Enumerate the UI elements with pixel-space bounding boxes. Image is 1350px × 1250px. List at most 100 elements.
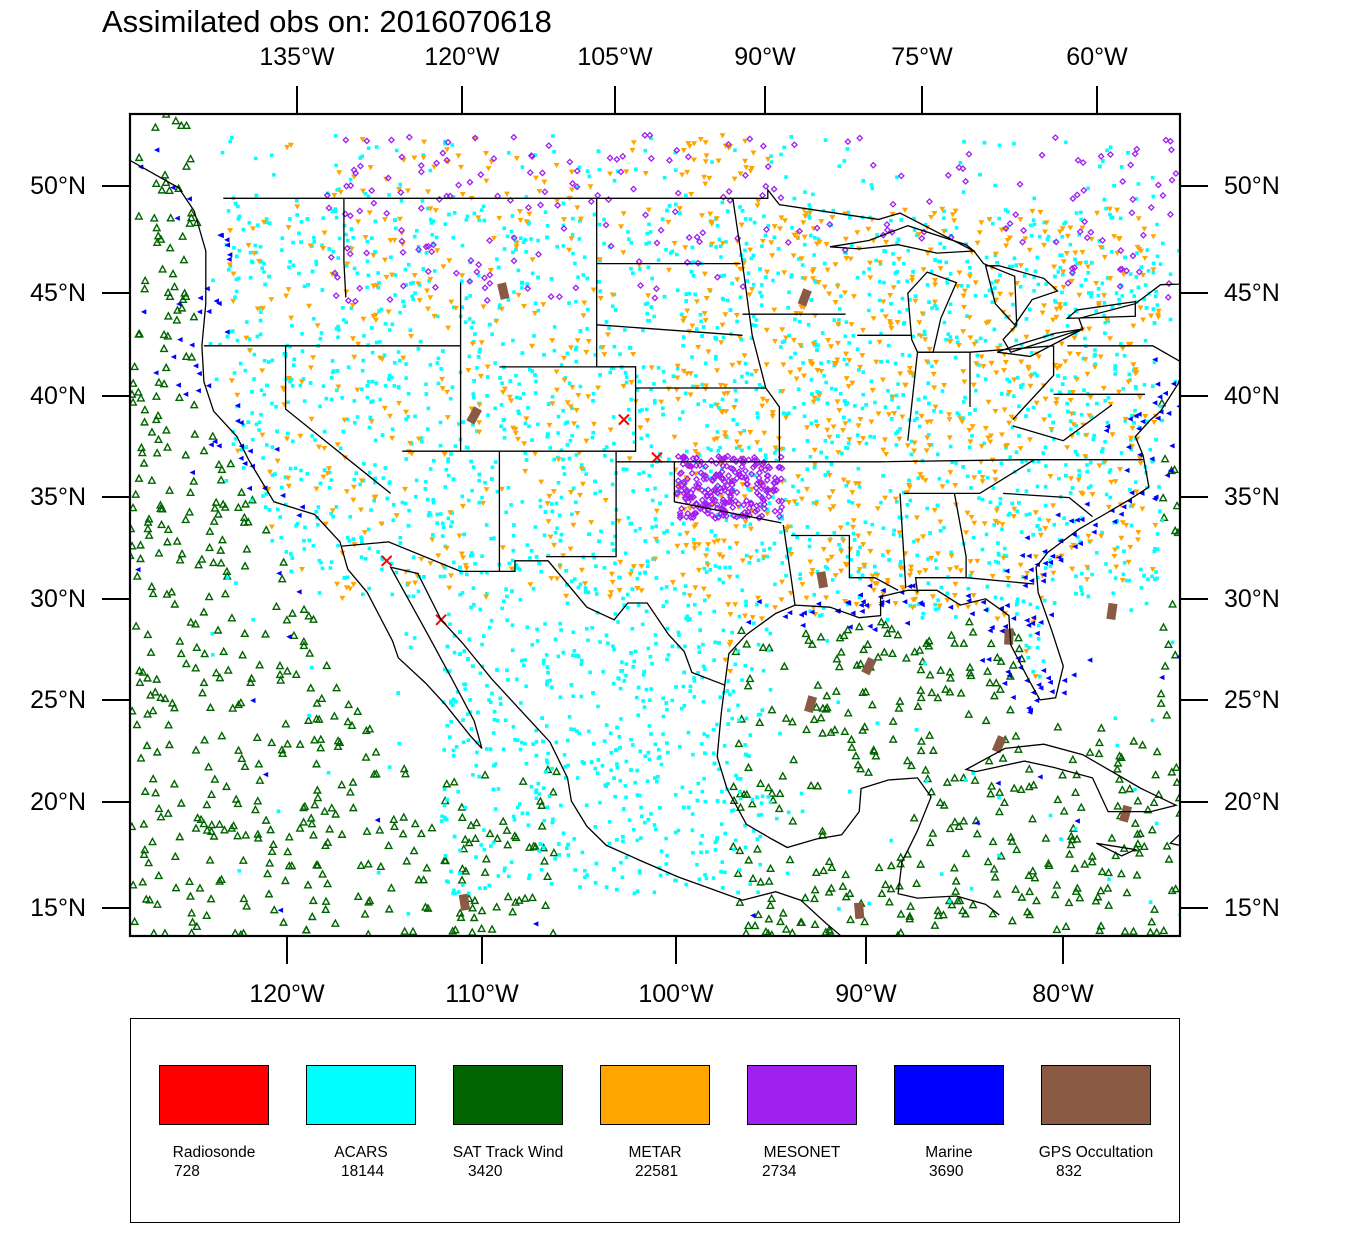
triangle-up-obs-marker — [987, 781, 997, 790]
square-dot-obs-marker — [629, 768, 633, 772]
triangle-up-obs-marker — [265, 858, 275, 867]
square-dot-obs-marker — [775, 816, 779, 821]
square-dot-obs-marker — [459, 279, 464, 284]
square-dot-obs-marker — [360, 154, 365, 159]
square-dot-obs-marker — [710, 160, 714, 164]
triangle-up-obs-marker — [1131, 843, 1141, 852]
square-dot-obs-marker — [703, 598, 707, 603]
square-dot-obs-marker — [569, 683, 574, 687]
square-dot-obs-marker — [772, 235, 777, 240]
square-dot-obs-marker — [845, 554, 850, 559]
square-dot-obs-marker — [428, 467, 433, 471]
triangle-down-obs-marker — [653, 508, 660, 514]
square-dot-obs-marker — [1027, 468, 1031, 473]
triangle-down-obs-marker — [883, 239, 890, 246]
square-dot-obs-marker — [273, 472, 277, 476]
triangle-down-obs-marker — [788, 551, 795, 558]
square-dot-obs-marker — [510, 558, 515, 563]
square-dot-obs-marker — [1112, 520, 1117, 525]
square-dot-obs-marker — [704, 570, 709, 575]
triangle-up-obs-marker — [214, 459, 224, 469]
square-dot-obs-marker — [665, 626, 670, 631]
triangle-up-obs-marker — [1076, 802, 1086, 811]
triangle-down-obs-marker — [499, 545, 506, 551]
square-dot-obs-marker — [619, 717, 623, 721]
triangle-up-obs-marker — [1007, 836, 1017, 845]
square-dot-obs-marker — [698, 628, 703, 632]
triangle-up-obs-marker — [237, 753, 247, 762]
square-dot-obs-marker — [359, 387, 364, 392]
square-dot-obs-marker — [781, 411, 786, 416]
triangle-up-obs-marker — [778, 771, 788, 780]
triangle-up-obs-marker — [1087, 851, 1097, 860]
triangle-down-obs-marker — [999, 522, 1006, 528]
square-dot-obs-marker — [435, 314, 440, 319]
square-dot-obs-marker — [496, 718, 500, 723]
triangle-down-obs-marker — [722, 430, 729, 436]
triangle-down-obs-marker — [884, 578, 891, 584]
triangle-down-obs-marker — [994, 279, 1001, 285]
triangle-up-obs-marker — [1024, 870, 1034, 880]
square-dot-obs-marker — [344, 320, 349, 325]
square-dot-obs-marker — [1133, 384, 1138, 389]
triangle-down-obs-marker — [1000, 555, 1007, 561]
square-dot-obs-marker — [280, 248, 284, 252]
square-dot-obs-marker — [793, 351, 797, 356]
square-dot-obs-marker — [1108, 468, 1113, 472]
square-dot-obs-marker — [525, 625, 530, 629]
square-dot-obs-marker — [653, 633, 658, 637]
square-dot-obs-marker — [1020, 460, 1024, 464]
square-dot-obs-marker — [377, 281, 381, 285]
triangle-up-obs-marker — [951, 886, 961, 895]
square-dot-obs-marker — [559, 495, 564, 500]
triangle-down-obs-marker — [913, 515, 920, 521]
triangle-down-obs-marker — [285, 225, 292, 231]
square-dot-obs-marker — [922, 329, 927, 334]
square-dot-obs-marker — [1111, 591, 1116, 595]
square-dot-obs-marker — [947, 310, 952, 315]
triangle-up-obs-marker — [461, 866, 471, 875]
square-dot-obs-marker — [394, 226, 398, 231]
triangle-down-obs-marker — [1119, 520, 1126, 526]
square-dot-obs-marker — [464, 296, 469, 301]
square-dot-obs-marker — [573, 261, 577, 266]
square-dot-obs-marker — [231, 442, 236, 447]
square-dot-obs-marker — [999, 596, 1004, 601]
triangle-up-obs-marker — [1007, 916, 1017, 925]
square-dot-obs-marker — [512, 523, 516, 527]
triangle-up-obs-marker — [887, 648, 897, 658]
square-dot-obs-marker — [545, 224, 550, 228]
triangle-down-obs-marker — [733, 262, 740, 268]
triangle-down-obs-marker — [838, 549, 845, 555]
triangle-down-obs-marker — [860, 327, 867, 334]
square-dot-obs-marker — [310, 434, 314, 438]
triangle-down-obs-marker — [705, 542, 712, 548]
triangle-down-obs-marker — [849, 490, 856, 496]
square-dot-obs-marker — [472, 211, 477, 216]
triangle-up-obs-marker — [209, 516, 219, 525]
square-dot-obs-marker — [1151, 261, 1156, 266]
triangle-down-obs-marker — [480, 304, 487, 310]
triangle-up-obs-marker — [305, 648, 315, 657]
square-dot-obs-marker — [1105, 420, 1110, 425]
triangle-down-obs-marker — [350, 484, 357, 490]
triangle-up-obs-marker — [511, 897, 521, 906]
square-dot-obs-marker — [955, 340, 960, 345]
triangle-up-obs-marker — [234, 745, 243, 754]
square-dot-obs-marker — [643, 539, 648, 543]
triangle-up-obs-marker — [132, 720, 142, 729]
square-dot-obs-marker — [649, 732, 653, 736]
square-dot-obs-marker — [518, 396, 523, 400]
square-dot-obs-marker — [846, 441, 851, 445]
triangle-up-obs-marker — [275, 661, 285, 670]
square-dot-obs-marker — [598, 489, 603, 494]
triangle-down-obs-marker — [583, 349, 590, 356]
square-dot-obs-marker — [540, 716, 544, 720]
square-dot-obs-marker — [620, 875, 625, 880]
square-dot-obs-marker — [834, 387, 838, 392]
triangle-down-obs-marker — [692, 585, 699, 591]
triangle-down-obs-marker — [694, 451, 701, 457]
square-dot-obs-marker — [535, 627, 539, 632]
triangle-down-obs-marker — [886, 319, 893, 325]
triangle-down-obs-marker — [427, 276, 434, 283]
